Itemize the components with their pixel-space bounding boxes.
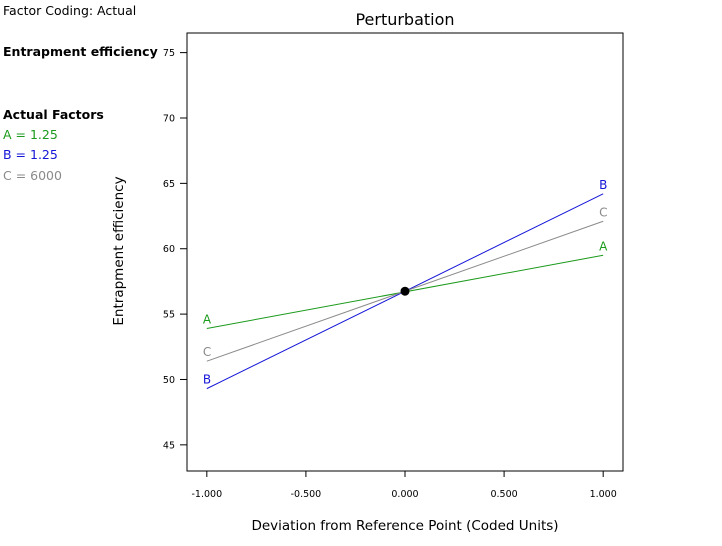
factor-c-value: C = 6000: [3, 168, 62, 183]
actual-factors-title: Actual Factors: [3, 107, 104, 122]
plot-frame: [186, 32, 624, 472]
reference-point: [400, 286, 410, 296]
series-label-c: C: [599, 205, 607, 219]
series-label-a: A: [203, 312, 212, 326]
y-axis-label: Entrapment efficiency: [111, 176, 127, 325]
series-label-b: B: [203, 373, 211, 387]
factor-a-value: A = 1.25: [3, 127, 58, 142]
y-tick-label: 55: [163, 310, 175, 321]
y-tick-label: 75: [163, 48, 175, 59]
factor-coding-label: Factor Coding: Actual: [3, 3, 137, 18]
y-tick-label: 50: [163, 375, 175, 386]
response-name: Entrapment efficiency: [3, 44, 158, 59]
x-tick-label: 0.500: [490, 489, 517, 500]
x-tick-label: -0.500: [291, 489, 322, 500]
y-tick-label: 70: [163, 113, 175, 124]
chart-title: Perturbation: [355, 10, 454, 29]
x-tick-label: 0.000: [391, 489, 418, 500]
y-tick-label: 65: [163, 179, 175, 190]
x-tick-label: 1.000: [590, 489, 617, 500]
x-tick-label: -1.000: [192, 489, 223, 500]
x-axis-label: Deviation from Reference Point (Coded Un…: [251, 518, 558, 534]
factor-b-value: B = 1.25: [3, 147, 58, 162]
y-tick-label: 45: [163, 440, 175, 451]
series-label-b: B: [599, 178, 607, 192]
series-label-a: A: [599, 239, 608, 253]
series-label-c: C: [203, 345, 211, 359]
y-tick-label: 60: [163, 244, 175, 255]
axes: -1.000 -0.500 0.000 0.500 1.000 45 50 55 60 65 70 7…: [163, 48, 617, 500]
